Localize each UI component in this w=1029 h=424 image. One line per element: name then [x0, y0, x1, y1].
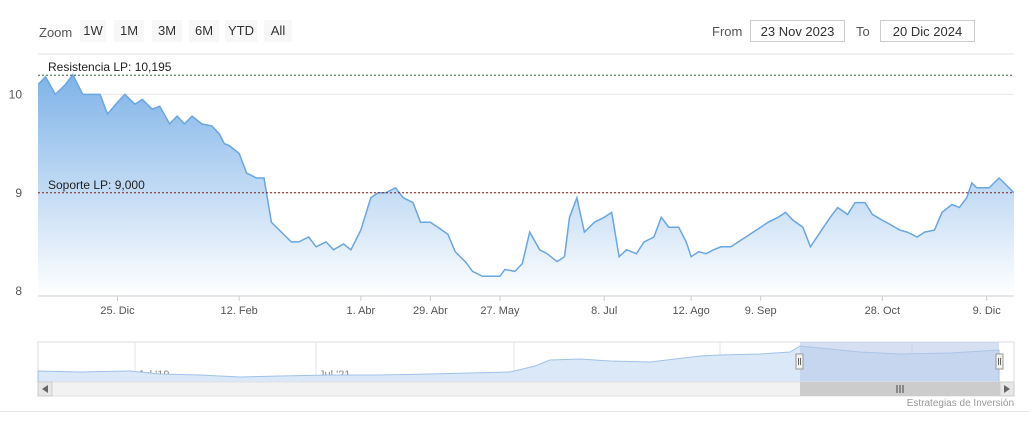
navigator-left-handle[interactable] — [795, 353, 804, 370]
from-date-input[interactable]: 23 Nov 2023 — [750, 20, 845, 42]
navigator-selection[interactable] — [800, 342, 999, 382]
zoom-6m-button[interactable]: 6M — [189, 20, 219, 42]
x-tick-label: 12. Feb — [221, 305, 258, 317]
zoom-3m-button[interactable]: 3M — [152, 20, 182, 42]
y-tick-label: 10 — [9, 87, 23, 101]
x-tick-label: 8. Jul — [591, 305, 617, 317]
to-label: To — [856, 24, 870, 39]
x-tick-label: 1. Abr — [346, 305, 375, 317]
range-selector-toolbar: Zoom 1W 1M 3M 6M YTD All From 23 Nov 202… — [0, 0, 1029, 56]
y-axis: 8 9 10 — [9, 87, 23, 298]
zoom-1m-button[interactable]: 1M — [114, 20, 144, 42]
x-axis: 25. Dic 12. Feb 1. Abr 29. Abr 27. May 8. Jul… — [100, 296, 1001, 317]
from-label: From — [712, 24, 743, 39]
x-tick-label: 12. Ago — [672, 305, 709, 317]
zoom-label: Zoom — [39, 25, 73, 40]
price-area — [38, 74, 1014, 296]
chart-credit: Estrategias de Inversión — [906, 398, 1014, 409]
y-tick-label: 9 — [15, 186, 22, 200]
arrow-left-icon — [42, 385, 48, 393]
arrow-right-icon — [1004, 385, 1010, 393]
x-tick-label: 9. Dic — [973, 305, 1002, 317]
bottom-divider — [0, 411, 1029, 412]
zoom-1w-button[interactable]: 1W — [80, 20, 106, 42]
zoom-ytd-button[interactable]: YTD — [225, 20, 257, 42]
y-tick-label: 8 — [15, 284, 22, 298]
zoom-all-button[interactable]: All — [264, 20, 292, 42]
to-date-input[interactable]: 20 Dic 2024 — [880, 20, 975, 42]
x-tick-label: 25. Dic — [100, 305, 135, 317]
level-label: Resistencia LP: 10,195 — [48, 60, 172, 74]
x-tick-label: 29. Abr — [413, 305, 448, 317]
x-tick-label: 9. Sep — [745, 305, 777, 317]
price-line — [38, 73, 1014, 278]
navigator-right-handle[interactable] — [995, 353, 1004, 370]
scrollbar[interactable] — [37, 381, 1015, 397]
level-label: Soporte LP: 9,000 — [48, 178, 145, 192]
x-tick-label: 28. Oct — [865, 305, 900, 317]
level-annotations: Resistencia LP: 10,195 Soporte LP: 9,000 — [38, 60, 1014, 194]
x-tick-label: 27. May — [480, 305, 520, 317]
navigator[interactable]: Jul '19Jul '21Jul '22Jul '23Jul '24 — [37, 341, 1015, 383]
